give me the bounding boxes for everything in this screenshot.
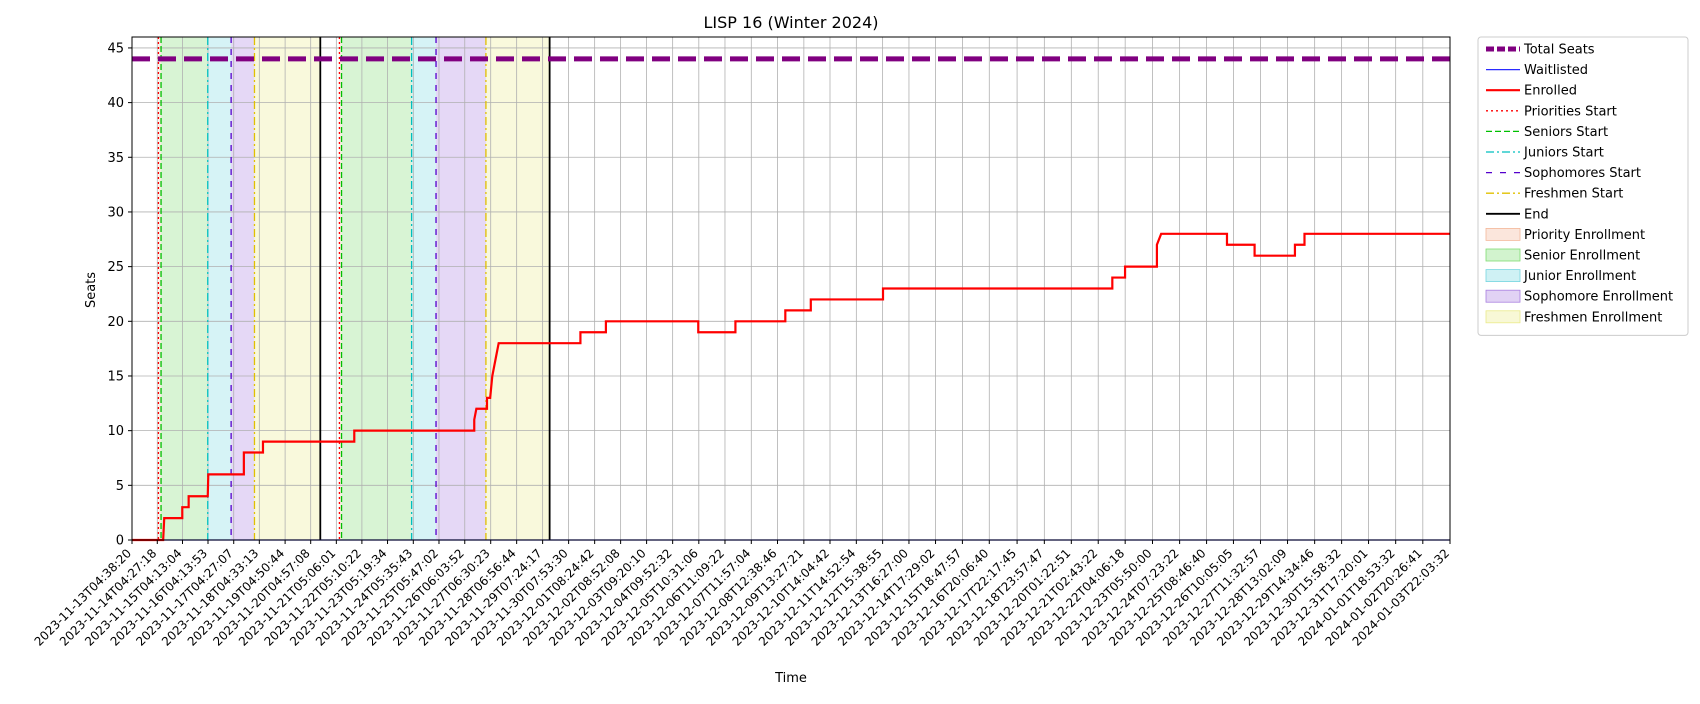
- priority-enrollment-legend-swatch: [1485, 227, 1521, 241]
- enrolled-line: [132, 232, 1450, 542]
- legend-label: End: [1524, 207, 1549, 222]
- chart-title: LISP 16 (Winter 2024): [703, 13, 878, 32]
- enrollment-period-spans: [158, 37, 550, 540]
- freshmen-enrollment-span: [254, 37, 321, 540]
- grid-lines: [131, 37, 1451, 541]
- legend-label: Priorities Start: [1524, 104, 1617, 119]
- legend-box: [1477, 36, 1689, 336]
- junior-enrollment-span: [207, 37, 232, 540]
- series-lines: [132, 56, 1450, 542]
- priority-enrollment-span: [158, 37, 162, 540]
- legend-label: Juniors Start: [1523, 146, 1604, 161]
- legend-label: Freshmen Start: [1524, 187, 1623, 202]
- senior-enrollment-legend-swatch: [1485, 248, 1521, 262]
- legend-label: Priority Enrollment: [1524, 228, 1645, 243]
- freshmen-enrollment-span: [485, 37, 550, 540]
- senior-enrollment-span: [341, 37, 412, 540]
- freshmen-enrollment-legend-swatch: [1485, 310, 1521, 324]
- legend-label: Junior Enrollment: [1523, 269, 1636, 284]
- x-axis-label: Time: [774, 671, 807, 686]
- y-tick-label: 25: [107, 260, 124, 275]
- legend-label: Sophomore Enrollment: [1524, 290, 1673, 305]
- legend-label: Sophomores Start: [1524, 166, 1641, 181]
- plot-frame: [131, 36, 1451, 541]
- y-tick-label: 35: [107, 151, 124, 166]
- legend-label: Total Seats: [1523, 43, 1595, 58]
- y-tick-label: 40: [107, 96, 124, 111]
- sophomore-enrollment-legend-swatch: [1485, 289, 1521, 303]
- legend-label: Enrolled: [1524, 84, 1577, 99]
- legend-label: Waitlisted: [1524, 63, 1588, 78]
- legend-label: Senior Enrollment: [1524, 249, 1640, 264]
- y-tick-label: 15: [107, 369, 124, 384]
- y-tick-label: 5: [116, 479, 124, 494]
- sophomore-enrollment-span: [231, 37, 255, 540]
- priority-enrollment-span: [339, 37, 342, 540]
- legend: Total Seats Waitlisted Enrolled Priorities …: [1477, 36, 1689, 336]
- legend-label: Seniors Start: [1524, 125, 1608, 140]
- y-tick-label: 10: [107, 424, 124, 439]
- y-axis-label: Seats: [84, 272, 99, 308]
- x-axis-ticks: 2023-11-13T04:38:202023-11-14T04:27:1820…: [32, 540, 1452, 649]
- y-tick-label: 45: [107, 41, 124, 56]
- senior-enrollment-span: [161, 37, 208, 540]
- junior-enrollment-legend-swatch: [1485, 269, 1521, 283]
- y-tick-label: 30: [107, 205, 124, 220]
- sophomore-enrollment-span: [436, 37, 486, 540]
- y-tick-label: 20: [107, 315, 124, 330]
- y-axis-ticks: 0 5 10 15 20 25 30 35 40 45: [107, 41, 132, 549]
- period-marker-lines: [157, 37, 551, 540]
- junior-enrollment-span: [411, 37, 437, 540]
- y-tick-label: 0: [116, 534, 124, 549]
- legend-label: Freshmen Enrollment: [1524, 310, 1662, 325]
